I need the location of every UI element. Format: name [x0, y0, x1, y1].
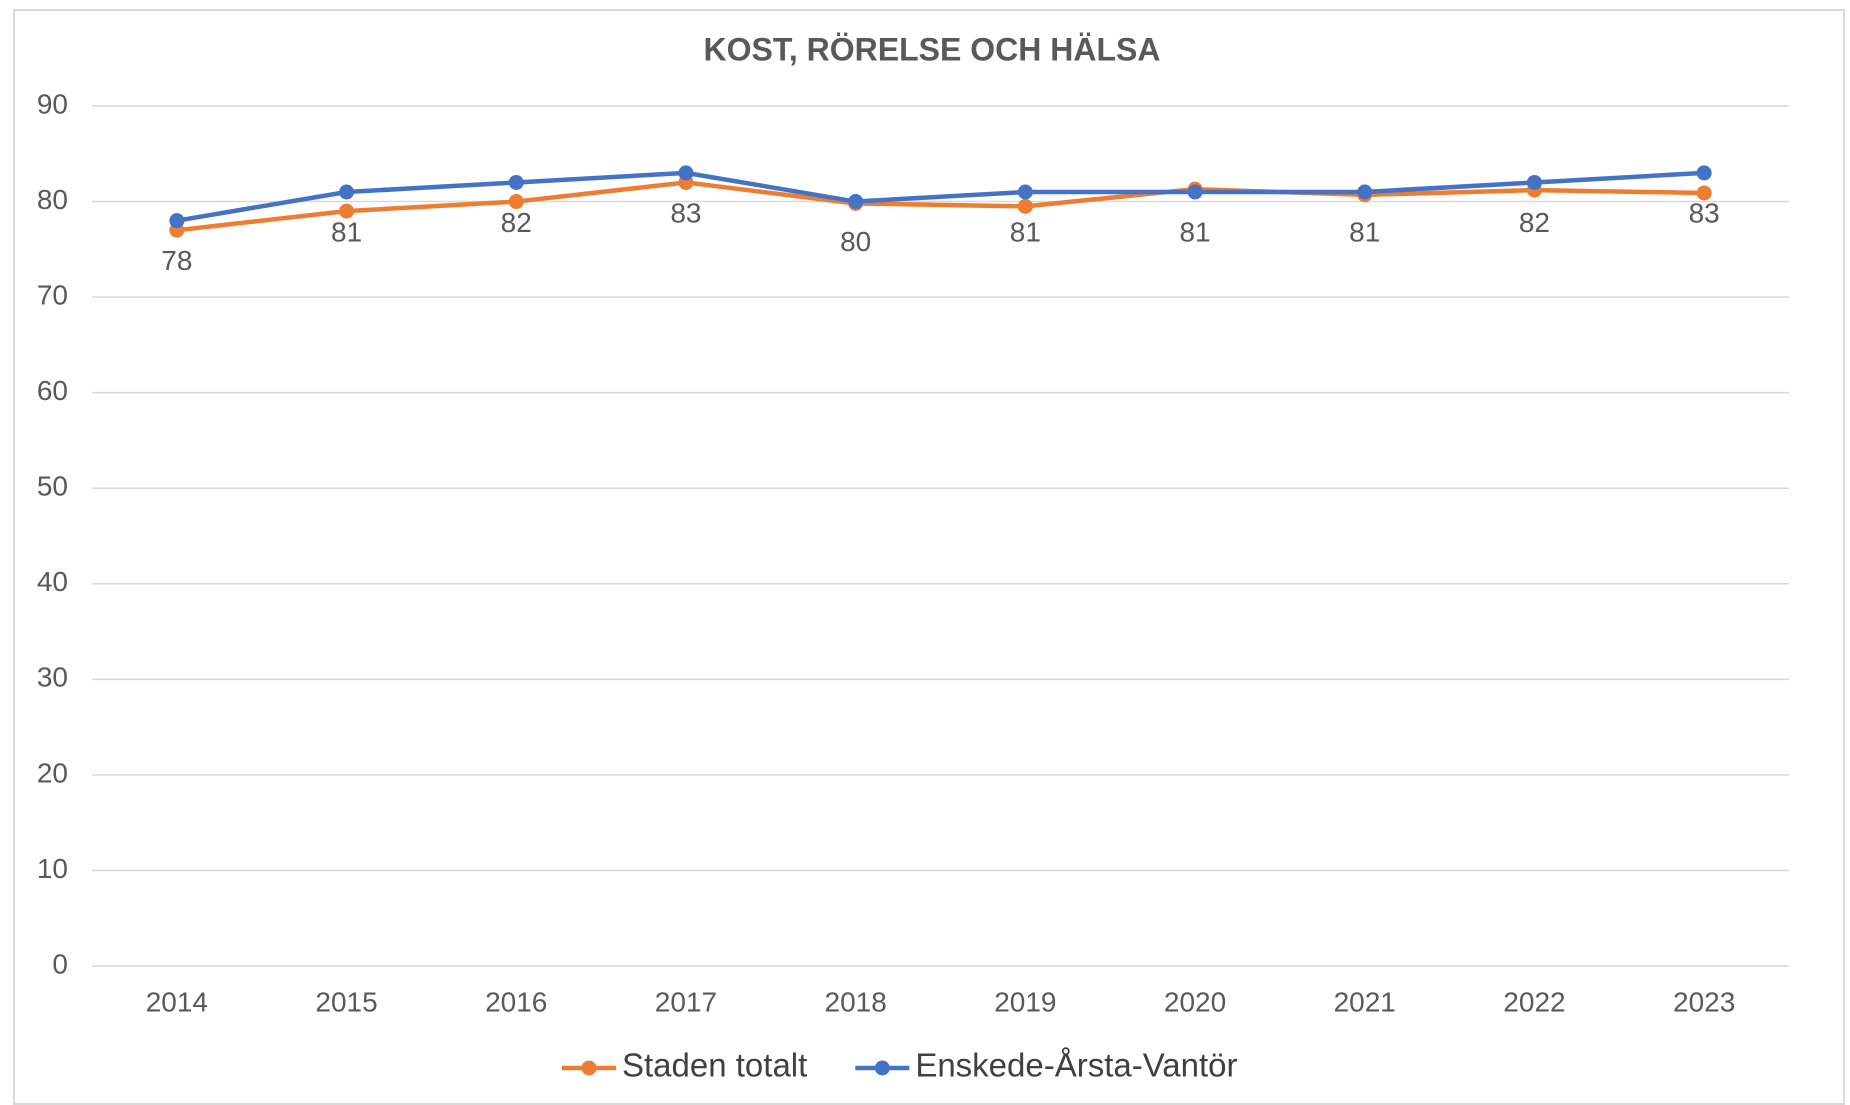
chart-frame — [13, 9, 1845, 1105]
legend-label: Enskede-Årsta-Vantör — [915, 1047, 1237, 1084]
point — [1526, 174, 1542, 190]
y-tick-label: 0 — [52, 948, 68, 979]
data-label: 81 — [331, 216, 362, 247]
x-tick-label: 2021 — [1334, 986, 1396, 1017]
x-tick-label: 2023 — [1673, 986, 1735, 1017]
legend-label: Staden totalt — [622, 1047, 807, 1084]
y-tick-label: 20 — [37, 757, 68, 788]
point — [169, 213, 185, 229]
y-tick-label: 90 — [37, 88, 68, 119]
x-tick-label: 2020 — [1164, 986, 1226, 1017]
point — [339, 203, 355, 219]
data-label: 82 — [501, 207, 532, 238]
y-tick-label: 50 — [37, 471, 68, 502]
y-tick-label: 60 — [37, 375, 68, 406]
x-tick-label: 2022 — [1503, 986, 1565, 1017]
point — [848, 194, 864, 210]
y-tick-label: 40 — [37, 566, 68, 597]
data-label: 83 — [670, 197, 701, 228]
legend-marker — [581, 1060, 597, 1076]
point — [508, 174, 524, 190]
data-label: 82 — [1519, 207, 1550, 238]
x-tick-label: 2016 — [485, 986, 547, 1017]
x-tick-label: 2019 — [994, 986, 1056, 1017]
data-label: 80 — [840, 226, 871, 257]
data-label: 78 — [161, 245, 192, 276]
x-tick-label: 2015 — [315, 986, 377, 1017]
point — [1017, 198, 1033, 214]
y-tick-label: 10 — [37, 853, 68, 884]
series-line — [176, 170, 1705, 223]
point — [1187, 184, 1203, 200]
y-tick-label: 80 — [37, 184, 68, 215]
chart-title: KOST, RÖRELSE OCH HÄLSA — [704, 31, 1161, 67]
point — [1696, 165, 1712, 181]
legend-marker — [874, 1060, 890, 1076]
x-tick-label: 2018 — [825, 986, 887, 1017]
point — [1017, 184, 1033, 200]
x-tick-label: 2017 — [655, 986, 717, 1017]
data-label: 83 — [1689, 197, 1720, 228]
point — [508, 194, 524, 210]
point — [339, 184, 355, 200]
data-label: 81 — [1010, 216, 1041, 247]
data-label: 81 — [1349, 216, 1380, 247]
y-tick-label: 70 — [37, 280, 68, 311]
data-label: 81 — [1179, 216, 1210, 247]
point — [1357, 184, 1373, 200]
y-tick-label: 30 — [37, 662, 68, 693]
series-line — [176, 180, 1705, 233]
point — [678, 165, 694, 181]
x-tick-label: 2014 — [146, 986, 208, 1017]
point — [1696, 185, 1712, 201]
